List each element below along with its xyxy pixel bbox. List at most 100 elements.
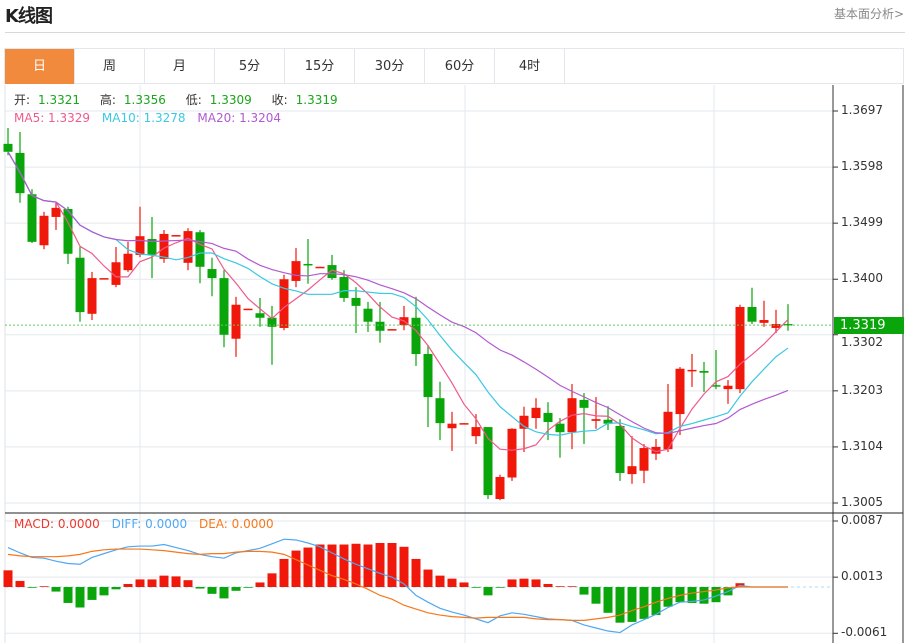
macd-bar-positive bbox=[447, 578, 457, 588]
price-axis-label: 1.3005 bbox=[841, 495, 883, 509]
macd-bar-positive bbox=[303, 547, 313, 588]
macd-bar-negative bbox=[243, 587, 253, 588]
tab-day[interactable]: 日 bbox=[5, 49, 75, 84]
candle-body-down bbox=[711, 385, 721, 387]
candle-body-up bbox=[675, 368, 685, 415]
macd-bar-negative bbox=[231, 587, 241, 591]
macd-bar-positive bbox=[423, 569, 433, 588]
candle-body-down bbox=[351, 297, 361, 306]
macd-bar-negative bbox=[639, 587, 649, 619]
divider bbox=[5, 32, 905, 33]
fundamental-analysis-link[interactable]: 基本面分析> bbox=[833, 7, 904, 21]
tab-week[interactable]: 周 bbox=[75, 49, 145, 84]
candle-body-down bbox=[579, 399, 589, 408]
candle-body-down bbox=[219, 278, 229, 335]
candle-body-down bbox=[363, 308, 373, 322]
macd-bar-positive bbox=[507, 579, 517, 588]
macd-bar-positive bbox=[459, 582, 469, 588]
last-price-tag: 1.3319 bbox=[834, 317, 904, 334]
tab-5min[interactable]: 5分 bbox=[215, 49, 285, 84]
high-label: 高: bbox=[99, 93, 116, 107]
macd-bar-negative bbox=[471, 587, 481, 588]
macd-legend-value: MACD: 0.0000 bbox=[14, 517, 100, 531]
macd-bar-positive bbox=[399, 546, 409, 588]
macd-bar-positive bbox=[171, 576, 181, 588]
candle-body-down bbox=[543, 412, 553, 422]
macd-bar-positive bbox=[387, 543, 397, 588]
macd-bar-positive bbox=[543, 583, 553, 588]
candle-body-down bbox=[435, 398, 445, 424]
candle-body-down bbox=[75, 257, 85, 313]
macd-bar-negative bbox=[87, 587, 97, 600]
macd-bar-positive bbox=[339, 544, 349, 588]
candle-body-up bbox=[759, 320, 769, 323]
macd-bar-positive bbox=[291, 550, 301, 588]
macd-bar-positive bbox=[519, 578, 529, 588]
high-value: 1.3356 bbox=[123, 93, 166, 107]
macd-bar-negative bbox=[111, 587, 121, 590]
macd-bar-positive bbox=[183, 580, 193, 588]
macd-bar-positive bbox=[15, 580, 25, 588]
candle-body-down bbox=[339, 276, 349, 298]
tab-30min[interactable]: 30分 bbox=[355, 49, 425, 84]
candle-body-up bbox=[159, 233, 169, 259]
macd-bar-negative bbox=[603, 587, 613, 613]
open-label: 开: bbox=[14, 93, 31, 107]
candle-body-down bbox=[195, 232, 205, 267]
macd-bar-negative bbox=[615, 587, 625, 623]
candle-body-up bbox=[687, 369, 697, 372]
macd-bar-negative bbox=[483, 587, 493, 596]
macd-legend: MACD: 0.0000 DIFF: 0.0000 DEA: 0.0000 bbox=[14, 517, 282, 532]
ma10-line bbox=[7, 151, 789, 436]
price-axis-label: 1.3499 bbox=[841, 215, 883, 230]
candle-body-up bbox=[495, 476, 505, 500]
candle-body-up bbox=[231, 304, 241, 339]
price-axis-label: 1.3302 bbox=[841, 335, 883, 349]
macd-bar-negative bbox=[579, 587, 589, 595]
tab-60min[interactable]: 60分 bbox=[425, 49, 495, 84]
candle-body-up bbox=[591, 419, 601, 421]
tab-month[interactable]: 月 bbox=[145, 49, 215, 84]
ma20-legend: MA20: 1.3204 bbox=[197, 111, 282, 125]
macd-bar-negative bbox=[687, 587, 697, 603]
candle-body-down bbox=[783, 323, 793, 326]
dea-line bbox=[7, 548, 788, 622]
price-axis-label: 1.3598 bbox=[841, 159, 883, 174]
candle-body-up bbox=[471, 427, 481, 437]
candle-body-down bbox=[411, 317, 421, 355]
macd-bar-negative bbox=[675, 587, 685, 603]
candle-body-up bbox=[387, 329, 397, 331]
macd-bar-negative bbox=[51, 587, 61, 592]
price-axis-label: 1.3104 bbox=[841, 438, 883, 453]
low-value: 1.3309 bbox=[209, 93, 252, 107]
tab-15min[interactable]: 15分 bbox=[285, 49, 355, 84]
candle-body-up bbox=[87, 278, 97, 314]
macd-bar-negative bbox=[75, 587, 85, 608]
macd-bar-positive bbox=[255, 582, 265, 588]
macd-bar-positive bbox=[279, 558, 289, 588]
candle-body-down bbox=[615, 425, 625, 473]
macd-bar-negative bbox=[627, 587, 637, 622]
candle-body-up bbox=[531, 407, 541, 419]
candle-body-up bbox=[639, 448, 649, 471]
candle-body-down bbox=[267, 317, 277, 327]
candle-body-up bbox=[735, 307, 745, 390]
tab-4hour[interactable]: 4时 bbox=[495, 49, 565, 84]
macd-bar-positive bbox=[135, 579, 145, 588]
candle-body-down bbox=[555, 423, 565, 433]
candle-body-down bbox=[699, 371, 709, 373]
close-value: 1.3319 bbox=[295, 93, 338, 107]
page-title: K线图 bbox=[5, 6, 53, 27]
candle-body-up bbox=[99, 278, 109, 280]
diff-legend-value: DIFF: 0.0000 bbox=[111, 517, 188, 531]
candle-body-down bbox=[603, 419, 613, 424]
macd-bar-negative bbox=[99, 587, 109, 596]
macd-bar-positive bbox=[567, 586, 577, 588]
dea-legend-value: DEA: 0.0000 bbox=[198, 517, 274, 531]
macd-bar-negative bbox=[219, 587, 229, 599]
candle-body-up bbox=[171, 235, 181, 237]
ma-legend: MA5: 1.3329 MA10: 1.3278 MA20: 1.3204 bbox=[14, 111, 289, 126]
candle-body-down bbox=[375, 321, 385, 331]
candle-body-down bbox=[207, 269, 217, 279]
